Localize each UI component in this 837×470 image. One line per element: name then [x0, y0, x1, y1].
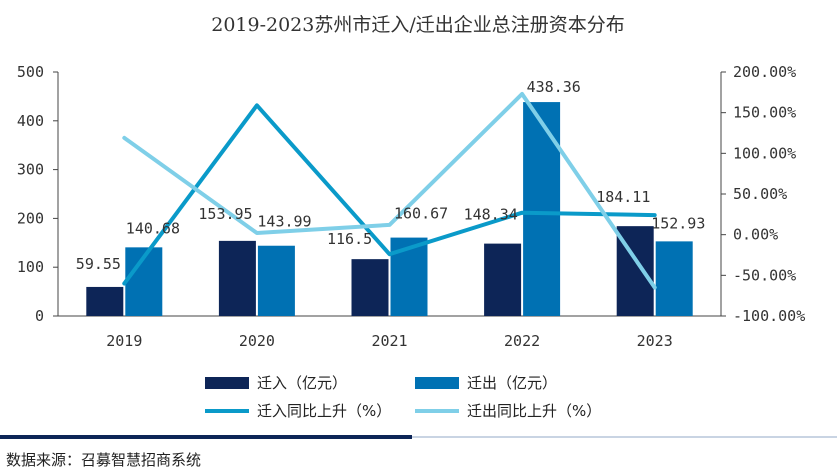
x-tick-label: 2022 [504, 332, 540, 350]
left-tick-label: 400 [17, 112, 44, 130]
lines-layer [122, 91, 657, 290]
left-tick-label: 300 [17, 161, 44, 179]
axes-layer: 0 100 200 300 400 500 -100.00% -50.00% 0.00% 50.0… [17, 63, 805, 350]
bar-out [655, 241, 693, 316]
x-tick-label: 2020 [239, 332, 275, 350]
footer-rule-dark [0, 435, 412, 439]
bar-in [86, 286, 124, 316]
right-tick-label: 50.00% [733, 185, 787, 203]
x-tick-label: 2021 [371, 332, 407, 350]
bar-out [257, 245, 295, 316]
data-label-out: 152.93 [651, 214, 705, 232]
line-out-yoy [122, 91, 657, 290]
right-tick-label: 0.00% [733, 226, 778, 244]
source-note: 数据来源：召募智慧招商系统 [6, 451, 201, 469]
footer-rule-light [412, 436, 837, 438]
x-tick-label: 2019 [106, 332, 142, 350]
right-tick-label: 150.00% [733, 104, 796, 122]
data-label-in: 153.95 [198, 205, 252, 223]
legend-swatch-in-bar [205, 377, 249, 389]
bar-in [484, 243, 522, 316]
bar-out [523, 102, 561, 316]
right-tick-label: -100.00% [733, 307, 805, 325]
left-tick-label: 100 [17, 258, 44, 276]
data-label-in: 59.55 [76, 255, 121, 273]
data-label-out: 160.67 [394, 205, 448, 223]
data-label-in: 184.11 [596, 188, 650, 206]
chart-title: 2019-2023苏州市迁入/迁出企业总注册资本分布 [211, 14, 625, 36]
legend: 迁入（亿元） 迁出（亿元） 迁入同比上升（%） 迁出同比上升（%） [205, 374, 601, 420]
line-in-yoy [122, 103, 657, 286]
legend-label-in-bar: 迁入（亿元） [257, 374, 347, 392]
data-label-out: 140.68 [126, 219, 180, 237]
legend-label-out-line: 迁出同比上升（%） [467, 402, 601, 420]
left-tick-label: 0 [35, 307, 44, 325]
data-label-out: 438.36 [527, 78, 581, 96]
legend-label-out-bar: 迁出（亿元） [467, 374, 557, 392]
legend-label-in-line: 迁入同比上升（%） [257, 402, 391, 420]
data-label-in: 116.5 [327, 230, 372, 248]
left-tick-label: 200 [17, 209, 44, 227]
data-labels-layer: 59.55 140.68 153.95 143.99 116.5 160.67 148.34… [76, 78, 706, 273]
data-label-in: 148.34 [464, 206, 518, 224]
left-tick-label: 500 [17, 63, 44, 81]
bar-in [218, 240, 256, 316]
x-tick-label: 2023 [637, 332, 673, 350]
data-label-out: 143.99 [257, 213, 311, 231]
legend-swatch-out-bar [415, 377, 459, 389]
right-tick-label: 100.00% [733, 144, 796, 162]
bars-layer [86, 102, 693, 316]
right-tick-label: -50.00% [733, 266, 796, 284]
right-tick-label: 200.00% [733, 63, 796, 81]
bar-in [351, 259, 389, 316]
